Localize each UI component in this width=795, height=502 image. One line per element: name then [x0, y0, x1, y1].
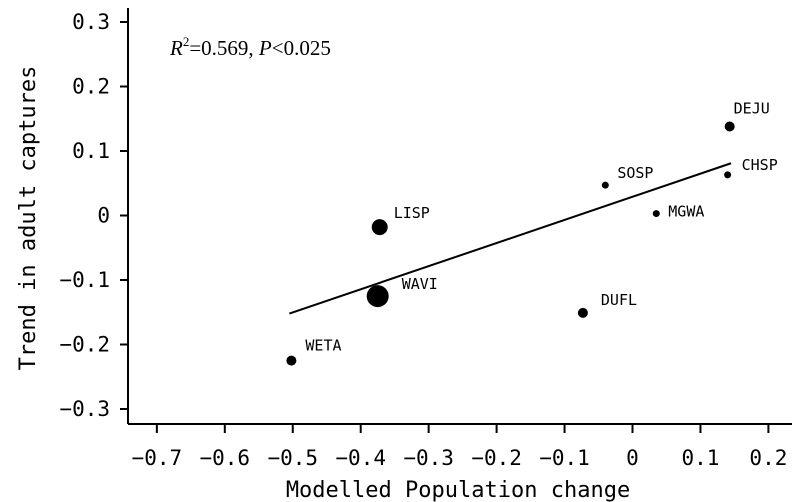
- p-symbol: P: [258, 36, 272, 60]
- x-tick-label: −0.1: [539, 446, 590, 470]
- point-label-deju: DEJU: [734, 99, 770, 117]
- data-point-mgwa: [652, 210, 660, 218]
- x-tick-label: 0.1: [681, 446, 719, 470]
- point-label-lisp: LISP: [394, 204, 430, 222]
- y-axis-label: Trend in adult captures: [16, 66, 41, 371]
- x-tick-label: −0.5: [267, 446, 318, 470]
- y-tick-label: −0.1: [59, 268, 110, 292]
- point-label-dufl: DUFL: [601, 291, 637, 309]
- x-tick-label: −0.4: [335, 446, 386, 470]
- regression-line: [289, 162, 732, 315]
- x-tick-label: 0: [626, 446, 639, 470]
- data-point-dufl: [577, 307, 588, 318]
- data-point-chsp: [724, 171, 732, 179]
- x-tick-label: −0.7: [132, 446, 183, 470]
- x-tick-label: 0.2: [749, 446, 787, 470]
- point-label-sosp: SOSP: [617, 164, 653, 182]
- point-label-mgwa: MGWA: [668, 203, 704, 221]
- point-label-weta: WETA: [305, 337, 341, 355]
- point-label-chsp: CHSP: [742, 156, 778, 174]
- y-tick-label: 0.3: [72, 10, 110, 34]
- r-value: =0.569,: [189, 36, 259, 60]
- r-exponent: 2: [183, 34, 190, 49]
- x-tick-label: −0.3: [403, 446, 454, 470]
- x-axis-label: Modelled Population change: [286, 478, 630, 502]
- data-point-weta: [286, 355, 297, 366]
- y-tick-label: 0.1: [72, 139, 110, 163]
- y-tick-label: −0.2: [59, 333, 110, 357]
- x-tick-label: −0.6: [200, 446, 251, 470]
- p-value: <0.025: [272, 36, 331, 60]
- data-points: DEJU CHSP SOSP MGWA LISP WAVI DUFL WETA: [286, 99, 778, 366]
- y-tick-label: 0.2: [72, 75, 110, 99]
- x-tick-label: −0.2: [471, 446, 522, 470]
- data-point-lisp: [371, 219, 388, 236]
- x-ticks: −0.7 −0.6 −0.5 −0.4 −0.3 −0.2 −0.1 0 0.1 0.2: [132, 424, 787, 470]
- y-tick-label: 0: [97, 204, 110, 228]
- r-symbol: R: [169, 36, 183, 60]
- data-point-sosp: [601, 181, 609, 189]
- data-point-wavi: [366, 285, 389, 308]
- point-label-wavi: WAVI: [402, 275, 438, 293]
- y-tick-label: −0.3: [59, 397, 110, 421]
- y-ticks: 0.3 0.2 0.1 0 −0.1 −0.2 −0.3: [59, 10, 128, 421]
- r-squared-annotation: R2=0.569, P<0.025: [169, 34, 331, 60]
- data-point-deju: [724, 121, 735, 132]
